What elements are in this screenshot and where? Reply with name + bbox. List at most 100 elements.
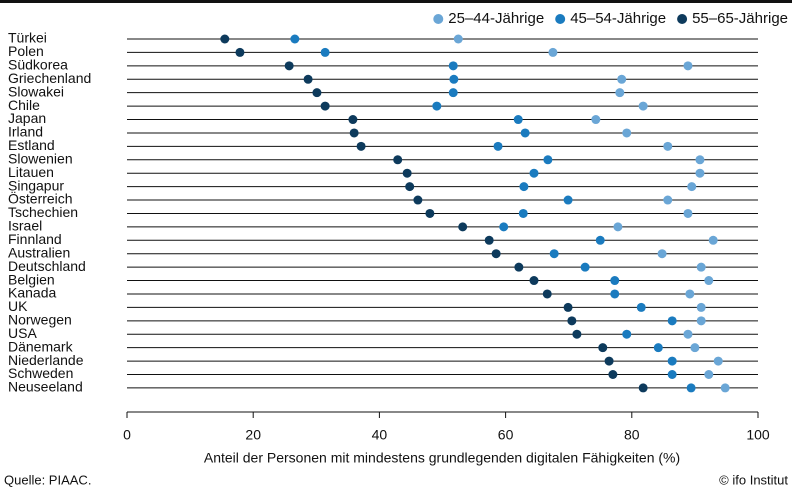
category-label: Neuseeland: [8, 379, 83, 395]
dot: [520, 128, 530, 138]
dot: [484, 235, 494, 245]
legend-marker: [555, 14, 566, 24]
dot: [657, 249, 667, 259]
dot: [393, 155, 403, 165]
dot: [449, 74, 459, 84]
dot: [617, 74, 627, 84]
category-label: Slowakei: [8, 83, 64, 99]
x-tick-label: 80: [624, 427, 640, 443]
dot: [563, 195, 573, 205]
dot: [720, 383, 730, 393]
dot: [513, 115, 523, 125]
dot: [491, 249, 501, 259]
category-label: Österreich: [8, 190, 73, 207]
dot: [514, 262, 524, 272]
dot: [695, 168, 705, 178]
dot: [549, 249, 559, 259]
category-label: Deutschland: [8, 258, 86, 274]
dot: [519, 182, 529, 192]
dot: [653, 343, 663, 353]
dot: [690, 343, 700, 353]
dot: [683, 329, 693, 339]
x-tick-label: 40: [372, 427, 388, 443]
category-label: Singapur: [8, 177, 64, 193]
dot: [448, 61, 458, 71]
dot: [349, 128, 359, 138]
dot: [320, 47, 330, 57]
category-label: Japan: [8, 110, 46, 126]
category-label: Irland: [8, 124, 43, 140]
dot: [667, 370, 677, 379]
dot: [595, 235, 605, 245]
dot: [683, 208, 693, 218]
dot: [636, 302, 646, 312]
dot: [548, 47, 558, 57]
category-label: Türkei: [8, 30, 47, 46]
category-label: UK: [8, 298, 28, 314]
dot: [613, 222, 623, 232]
dot: [542, 289, 552, 299]
legend-label: 25–44-Jährige: [448, 10, 544, 27]
dot: [704, 370, 714, 379]
dot: [667, 316, 677, 326]
dot: [425, 208, 435, 218]
category-label: Finnland: [8, 231, 62, 247]
dot: [663, 195, 673, 205]
dot: [572, 329, 582, 339]
category-label: Südkorea: [8, 57, 68, 73]
category-label: USA: [8, 325, 37, 341]
dot: [413, 195, 423, 205]
category-label: Schweden: [8, 365, 73, 381]
dot: [622, 128, 632, 138]
dot: [405, 182, 415, 192]
credit: © ifo Institut: [719, 472, 788, 487]
category-label: Slowenien: [8, 150, 73, 166]
top-border: [0, 0, 792, 3]
dot: [580, 262, 590, 272]
category-label: Kanada: [8, 285, 56, 301]
legend-marker: [677, 14, 688, 24]
x-tick-label: 60: [498, 427, 514, 443]
dot: [348, 115, 358, 125]
source: Quelle: PIAAC.: [4, 472, 91, 487]
legend-marker: [433, 14, 444, 24]
dot: [638, 383, 648, 393]
dot: [518, 208, 528, 218]
dot: [687, 182, 697, 192]
category-label: Estland: [8, 137, 55, 153]
category-label: Chile: [8, 97, 40, 113]
dot: [622, 329, 632, 339]
x-tick-label: 0: [123, 427, 131, 443]
dot: [696, 302, 706, 312]
dot: [458, 222, 468, 232]
dot: [356, 141, 366, 151]
dot: [448, 88, 458, 98]
dot: [663, 141, 673, 151]
dot: [667, 356, 677, 366]
dot: [708, 235, 718, 245]
dot: [567, 316, 577, 326]
x-tick-label: 100: [746, 427, 770, 443]
dot: [453, 34, 463, 44]
dot: [290, 34, 300, 44]
dot: [235, 47, 245, 57]
dot: [704, 276, 714, 286]
dot: [686, 383, 696, 393]
category-label: Litauen: [8, 164, 54, 180]
category-label: Israel: [8, 218, 42, 234]
dot: [284, 61, 294, 71]
dot: [493, 141, 503, 151]
dot: [432, 101, 442, 111]
category-label: Polen: [8, 43, 44, 59]
dot: [312, 88, 322, 98]
dot: [713, 356, 723, 366]
dot: [695, 155, 705, 165]
dot: [220, 34, 230, 44]
dot: [610, 276, 620, 286]
legend-label: 55–65-Jährige: [692, 10, 788, 27]
dot: [591, 115, 601, 125]
category-label: Griechenland: [8, 70, 91, 86]
dot: [683, 61, 693, 71]
category-label: Niederlande: [8, 352, 84, 368]
